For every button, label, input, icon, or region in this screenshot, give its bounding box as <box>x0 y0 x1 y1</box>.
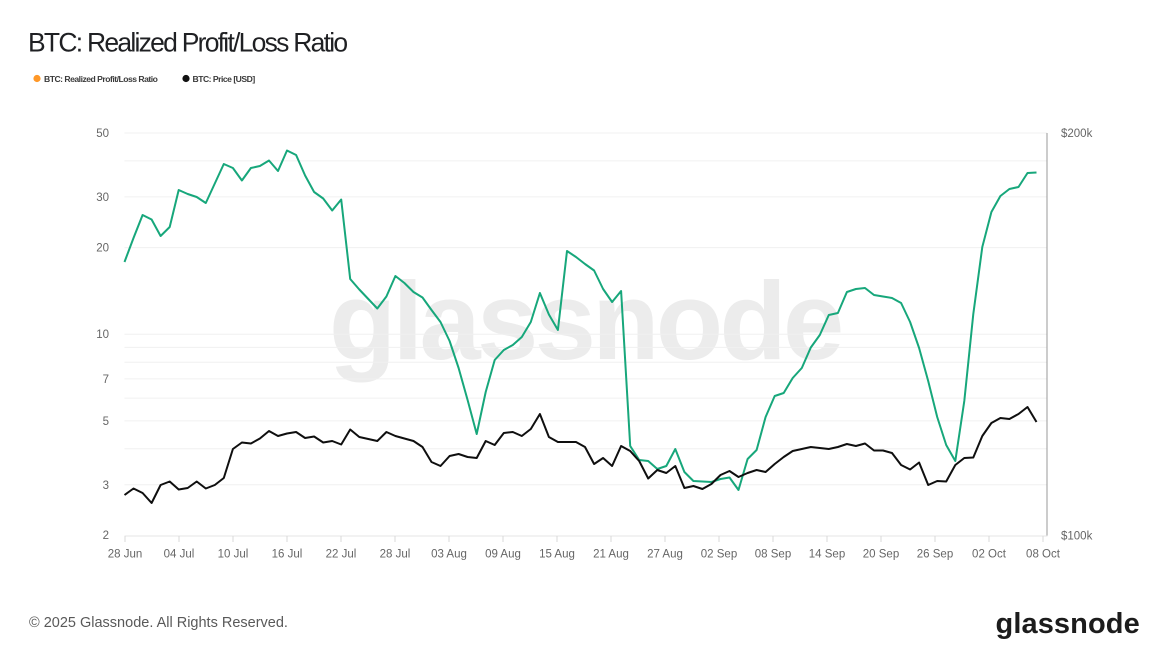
svg-text:10: 10 <box>96 329 109 341</box>
svg-text:21 Aug: 21 Aug <box>593 549 629 561</box>
svg-text:3: 3 <box>103 480 109 492</box>
svg-text:26 Sep: 26 Sep <box>917 549 953 561</box>
svg-text:08 Oct: 08 Oct <box>1026 549 1061 561</box>
svg-text:20 Sep: 20 Sep <box>863 549 899 561</box>
svg-text:30: 30 <box>96 192 109 204</box>
svg-text:02 Oct: 02 Oct <box>972 549 1007 561</box>
svg-text:02 Sep: 02 Sep <box>701 549 737 561</box>
svg-text:$100k: $100k <box>1061 531 1093 543</box>
svg-text:$200k: $200k <box>1061 128 1093 140</box>
svg-text:BTC: Price [USD]: BTC: Price [USD] <box>193 74 256 84</box>
svg-text:BTC: Realized Profit/Loss Rati: BTC: Realized Profit/Loss Ratio <box>44 74 158 84</box>
svg-text:03 Aug: 03 Aug <box>431 549 467 561</box>
svg-text:15 Aug: 15 Aug <box>539 549 575 561</box>
svg-text:glassnode: glassnode <box>329 260 841 383</box>
svg-text:14 Sep: 14 Sep <box>809 549 845 561</box>
svg-text:glassnode: glassnode <box>996 608 1140 640</box>
svg-text:50: 50 <box>96 128 109 140</box>
svg-text:28 Jul: 28 Jul <box>380 549 411 561</box>
svg-text:7: 7 <box>103 374 109 386</box>
svg-text:27 Aug: 27 Aug <box>647 549 683 561</box>
svg-text:28 Jun: 28 Jun <box>108 549 143 561</box>
svg-text:2: 2 <box>103 530 109 542</box>
svg-text:© 2025 Glassnode. All Rights R: © 2025 Glassnode. All Rights Reserved. <box>29 615 288 631</box>
svg-text:20: 20 <box>96 243 109 255</box>
svg-text:09 Aug: 09 Aug <box>485 549 521 561</box>
svg-text:04 Jul: 04 Jul <box>164 549 195 561</box>
svg-text:BTC: Realized Profit/Loss Rati: BTC: Realized Profit/Loss Ratio <box>28 27 347 57</box>
svg-text:10 Jul: 10 Jul <box>218 549 249 561</box>
svg-text:5: 5 <box>103 416 109 428</box>
svg-text:16 Jul: 16 Jul <box>272 549 303 561</box>
svg-text:08 Sep: 08 Sep <box>755 549 791 561</box>
svg-text:22 Jul: 22 Jul <box>326 549 357 561</box>
